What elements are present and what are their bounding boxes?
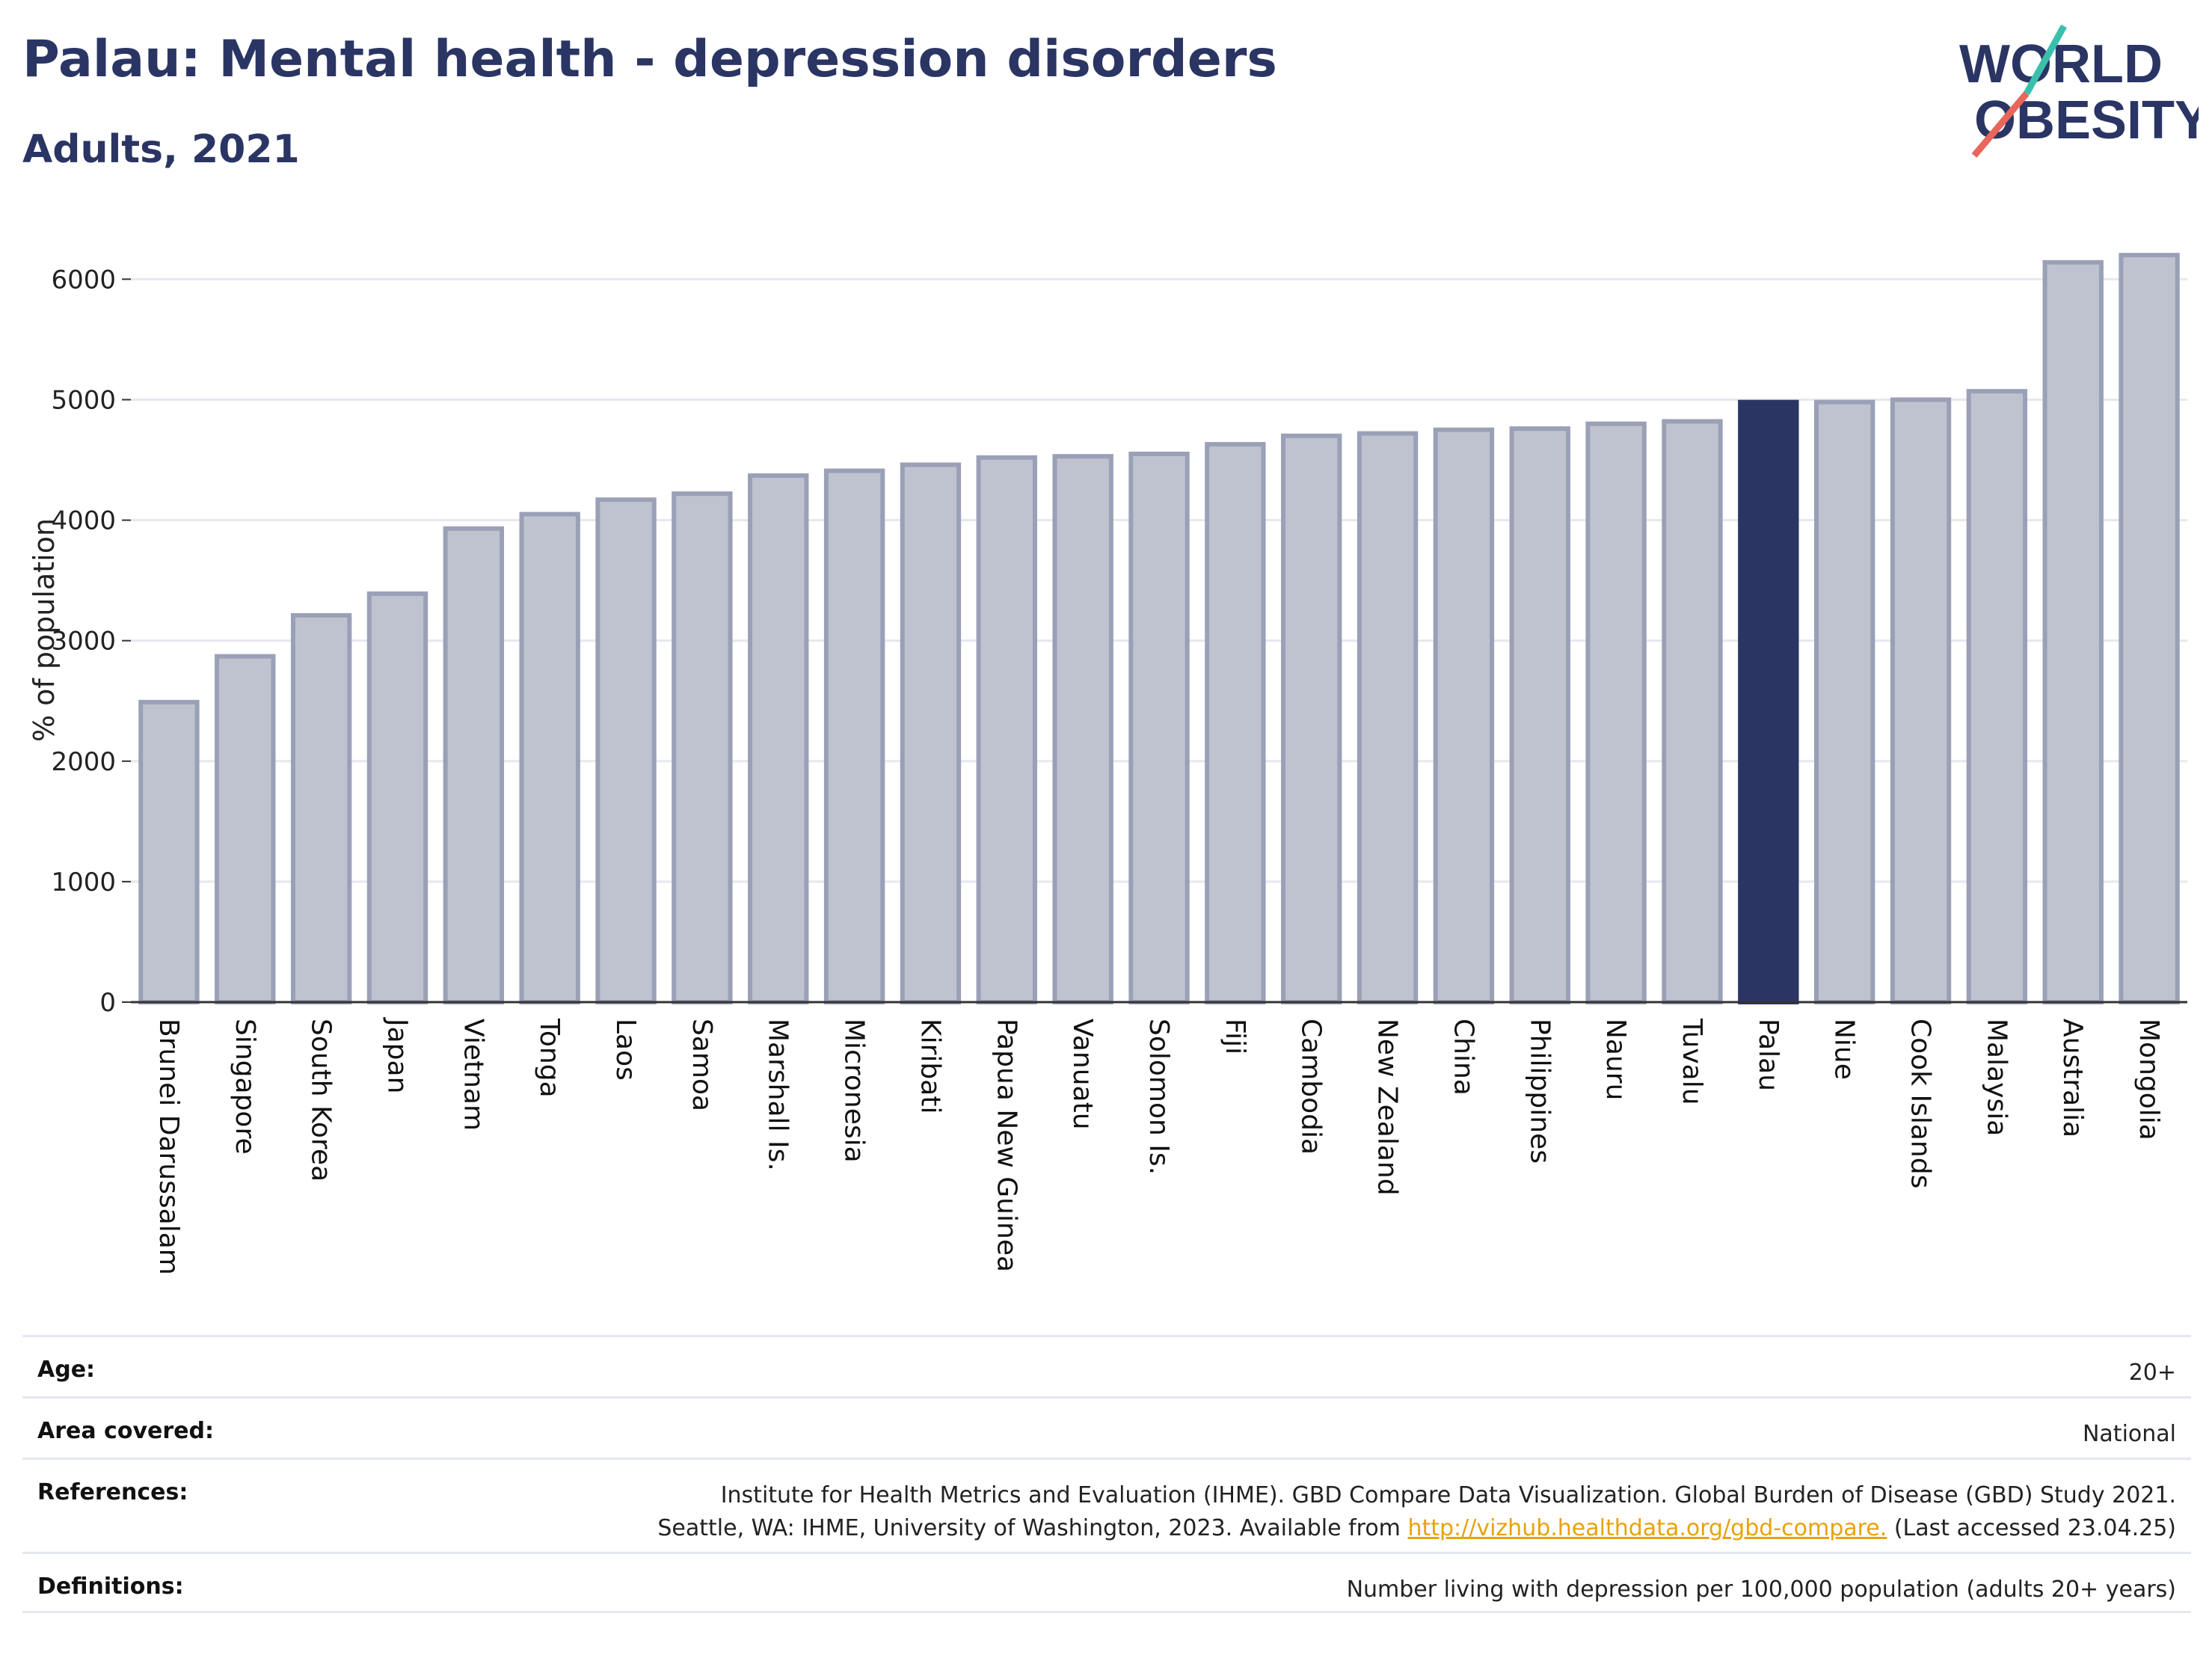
x-tick-label: Marshall Is.	[763, 1019, 793, 1171]
y-tick-label: 2000	[51, 747, 116, 777]
logo-line1: WORLD	[1959, 34, 2163, 94]
chart-metadata: Age: 20+ Area covered: National Referenc…	[22, 1335, 2191, 1613]
references-line2-post: (Last accessed 23.04.25)	[1887, 1515, 2176, 1541]
y-tick-label: 3000	[51, 627, 116, 657]
x-tick-label: Solomon Is.	[1143, 1019, 1174, 1175]
bar	[1662, 419, 1723, 1004]
area-value: National	[2082, 1421, 2176, 1447]
bar	[138, 699, 200, 1004]
x-tick-label: Papua New Guinea	[991, 1019, 1021, 1272]
bar	[823, 468, 885, 1004]
y-tick-label: 0	[99, 988, 116, 1018]
y-tick-label: 4000	[51, 506, 116, 536]
x-tick-label: Cook Islands	[1905, 1019, 1936, 1188]
y-tick-label: 1000	[51, 868, 116, 897]
meta-row-definitions: Definitions: Number living with depressi…	[22, 1552, 2191, 1613]
x-tick-label: Cambodia	[1296, 1019, 1327, 1155]
x-tick-label: Palau	[1753, 1019, 1784, 1091]
bar	[595, 497, 657, 1004]
bar	[748, 473, 809, 1004]
bar	[1128, 451, 1190, 1004]
bar	[1585, 421, 1647, 1004]
meta-row-age: Age: 20+	[22, 1335, 2191, 1396]
page-subtitle: Adults, 2021	[22, 127, 300, 172]
x-tick-label: Singapore	[230, 1019, 260, 1155]
references-link[interactable]: http://vizhub.healthdata.org/gbd-compare…	[1407, 1515, 1887, 1541]
bar	[1966, 389, 2028, 1004]
bar	[366, 591, 428, 1004]
bar	[1357, 431, 1419, 1004]
x-tick-label: Mongolia	[2133, 1019, 2164, 1140]
x-tick-label: Laos	[610, 1019, 641, 1081]
bar	[1509, 426, 1570, 1004]
x-tick-label: Philippines	[1524, 1019, 1555, 1164]
bar	[900, 462, 962, 1004]
y-tick-label: 6000	[51, 265, 116, 295]
world-obesity-logo: WORLD OBESITY	[1959, 24, 2199, 158]
x-tick-label: Japan	[381, 1017, 412, 1093]
x-tick-label: Kiribati	[915, 1019, 945, 1114]
definitions-label: Definitions:	[37, 1573, 184, 1600]
x-tick-label: Niue	[1829, 1019, 1860, 1080]
references-label: References:	[37, 1479, 188, 1505]
meta-row-area: Area covered: National	[22, 1396, 2191, 1458]
x-tick-label: Vietnam	[458, 1019, 488, 1131]
x-tick-label: Fiji	[1220, 1019, 1250, 1054]
references-line2-pre: Seattle, WA: IHME, University of Washing…	[657, 1515, 1408, 1541]
x-tick-label: New Zealand	[1372, 1019, 1403, 1196]
x-tick-label: Australia	[2057, 1019, 2088, 1137]
bar	[976, 455, 1037, 1004]
age-value: 20+	[2128, 1360, 2176, 1386]
x-tick-label: Malaysia	[1981, 1019, 2012, 1136]
bar	[1205, 442, 1266, 1004]
x-tick-label: Micronesia	[839, 1019, 870, 1163]
area-label: Area covered:	[37, 1418, 214, 1444]
y-axis-label: % of population	[28, 518, 61, 742]
definitions-value: Number living with depression per 100,00…	[1346, 1576, 2176, 1603]
logo-slash-teal	[2024, 24, 2067, 96]
logo-line2: OBESITY	[1974, 90, 2199, 150]
bar-chart: 0 1000 2000 3000 4000 5000 6000 % of population…	[28, 253, 2187, 1275]
bar	[1433, 427, 1495, 1004]
bar	[290, 612, 352, 1004]
bar	[1052, 454, 1113, 1004]
logo-slash-red	[1971, 91, 2030, 158]
references-value: Institute for Health Metrics and Evaluat…	[657, 1479, 2176, 1545]
bar	[2042, 260, 2104, 1004]
x-tick-label: China	[1448, 1019, 1478, 1096]
x-tick-label: Tonga	[534, 1018, 565, 1098]
bar	[1813, 399, 1875, 1004]
x-tick-label: South Korea	[306, 1019, 337, 1182]
bar	[672, 491, 733, 1004]
y-tick-label: 5000	[51, 385, 116, 415]
bar	[215, 654, 276, 1004]
x-tick-label: Brunei Darussalam	[153, 1019, 184, 1275]
bar	[1890, 397, 1952, 1004]
x-tick-label: Samoa	[686, 1019, 717, 1111]
bar-highlight	[1738, 399, 1799, 1004]
bar	[2119, 253, 2180, 1005]
references-line1: Institute for Health Metrics and Evaluat…	[720, 1482, 2176, 1508]
age-label: Age:	[37, 1357, 96, 1383]
meta-row-references: References: Institute for Health Metrics…	[22, 1458, 2191, 1552]
page-title: Palau: Mental health - depression disord…	[22, 30, 1277, 89]
bar	[519, 512, 580, 1004]
bar	[1281, 433, 1342, 1004]
bar	[443, 526, 505, 1004]
x-tick-label: Vanuatu	[1067, 1019, 1098, 1130]
x-tick-label: Nauru	[1600, 1019, 1631, 1100]
x-tick-label: Tuvalu	[1677, 1018, 1707, 1105]
